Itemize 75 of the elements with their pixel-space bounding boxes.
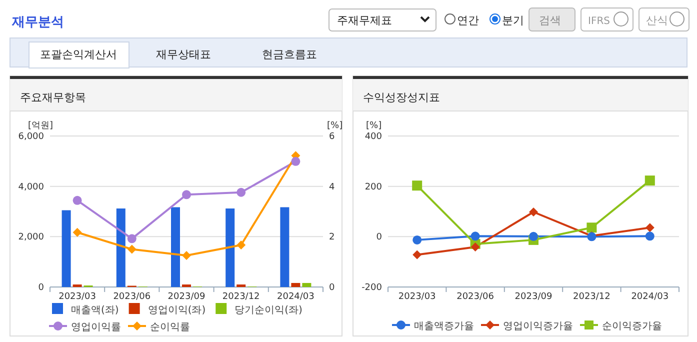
- point: [470, 232, 480, 241]
- y-tick-label: 0: [376, 232, 382, 243]
- text: 현금흐름표: [262, 48, 317, 61]
- text: 연간: [457, 14, 479, 27]
- text: 분기: [502, 14, 524, 27]
- y2-tick-label: 4: [329, 182, 335, 192]
- bar: [291, 282, 300, 287]
- legend-label: 순이익증가율: [602, 321, 662, 332]
- x-tick-label: 2023/06: [113, 292, 151, 302]
- y2-axis-title: [%]: [327, 121, 343, 131]
- y-tick-label: 400: [364, 132, 382, 142]
- x-tick-label: 2023/03: [398, 292, 436, 302]
- point: [236, 188, 246, 197]
- point: [529, 232, 538, 241]
- chart-title: 주요재무항목: [20, 91, 86, 104]
- x-tick-label: 2024/03: [631, 292, 669, 302]
- bar: [280, 207, 290, 287]
- y-tick-label: 6,000: [18, 132, 44, 142]
- chart-title: 수익성장성지표: [363, 91, 440, 104]
- y-tick-label: 4,000: [18, 182, 44, 192]
- point: [644, 176, 655, 186]
- bar: [62, 210, 71, 287]
- point: [412, 235, 422, 244]
- y-tick-label: 2,000: [18, 232, 44, 243]
- legend-label: 영업이익증가율: [503, 321, 573, 332]
- point: [236, 240, 246, 250]
- x-tick-label: 2023/09: [514, 292, 552, 302]
- point: [72, 228, 82, 237]
- y-tick-label: 200: [364, 182, 382, 192]
- x-tick-label: 2023/03: [58, 292, 96, 302]
- y2-tick-label: 6: [329, 132, 335, 142]
- bar: [226, 208, 235, 287]
- point: [127, 244, 136, 254]
- y2-tick-label: 2: [329, 232, 335, 243]
- point: [529, 208, 538, 217]
- point: [586, 222, 597, 233]
- point: [291, 156, 300, 166]
- y-tick-label: 0: [38, 283, 44, 293]
- point: [412, 250, 422, 260]
- point: [127, 234, 136, 244]
- text: 재무분석: [11, 15, 64, 30]
- legend-label: 영업이익(좌): [148, 305, 206, 316]
- legend-label: 순이익률: [150, 322, 190, 333]
- bar: [171, 207, 180, 287]
- point: [412, 180, 422, 191]
- text: 포괄손익계산서: [40, 48, 117, 61]
- legend-label: 당기순이익(좌): [234, 305, 303, 316]
- bar: [302, 282, 312, 287]
- legend-label: 영업이익률: [71, 322, 121, 333]
- text: 검색: [539, 14, 561, 27]
- point: [72, 196, 82, 205]
- bar: [182, 284, 191, 287]
- y2-tick-label: 0: [329, 283, 335, 293]
- y-tick-label: -200: [362, 283, 382, 293]
- text: IFRS: [588, 16, 610, 27]
- x-tick-label: 2023/12: [222, 292, 260, 302]
- point: [470, 242, 480, 252]
- point: [182, 190, 191, 200]
- point: [645, 223, 654, 232]
- bar: [116, 208, 126, 287]
- point: [182, 251, 191, 260]
- x-tick-label: 2023/12: [573, 292, 610, 302]
- point: [645, 232, 654, 241]
- y-axis-title: [억원]: [28, 121, 54, 131]
- legend-label: 매출액증가율: [414, 321, 474, 332]
- text: 주재무제표: [337, 14, 392, 27]
- bar: [72, 284, 82, 287]
- text: 재무상태표: [156, 48, 211, 61]
- legend-label: 매출액(좌): [71, 305, 119, 316]
- y-axis-title: [%]: [366, 121, 382, 131]
- x-tick-label: 2024/03: [277, 292, 314, 302]
- bar: [236, 284, 246, 287]
- x-tick-label: 2023/09: [168, 292, 206, 302]
- text: 산식: [646, 14, 668, 27]
- x-tick-label: 2023/06: [456, 292, 494, 302]
